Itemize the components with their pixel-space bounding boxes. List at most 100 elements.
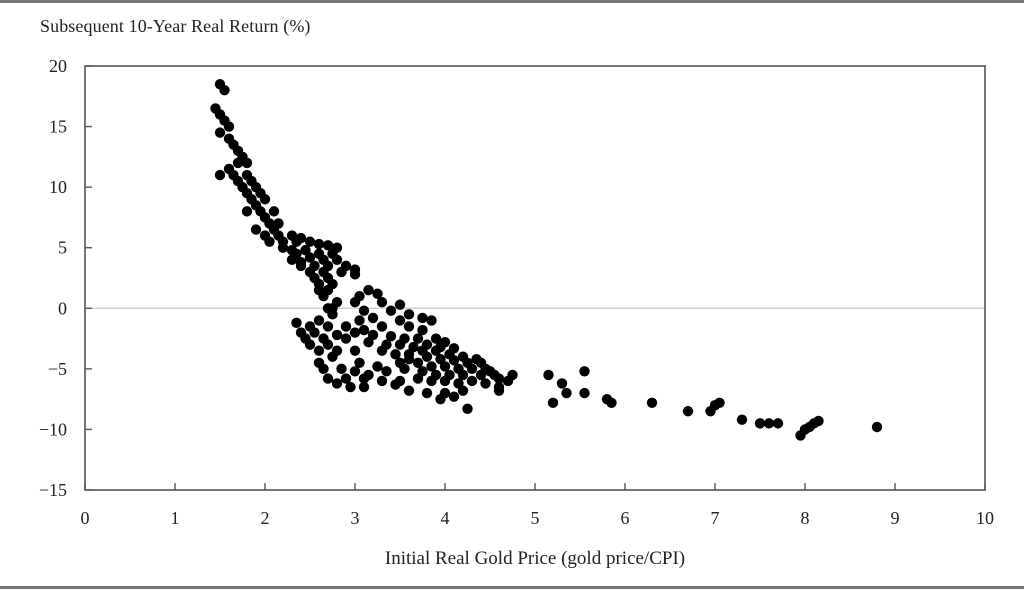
- data-point: [736, 414, 748, 425]
- top-rule: [0, 0, 1024, 3]
- data-point: [322, 240, 334, 251]
- data-point: [295, 232, 307, 244]
- data-point: [421, 351, 433, 362]
- data-point: [412, 373, 424, 384]
- data-point: [268, 206, 280, 217]
- data-point: [547, 397, 559, 408]
- data-point: [466, 363, 478, 375]
- data-point: [646, 397, 658, 408]
- data-point: [322, 373, 334, 384]
- data-point: [579, 366, 590, 377]
- data-point: [561, 387, 572, 399]
- data-point: [241, 206, 253, 217]
- x-tick-label: 5: [531, 508, 540, 528]
- data-point: [322, 321, 334, 332]
- data-point: [448, 391, 460, 402]
- data-point: [259, 194, 271, 205]
- data-point: [304, 252, 316, 263]
- x-tick-label: 3: [351, 508, 360, 528]
- data-point: [349, 327, 361, 338]
- data-point: [403, 385, 415, 396]
- data-point: [376, 345, 388, 356]
- data-point: [363, 284, 374, 296]
- data-point: [385, 330, 397, 342]
- data-point: [493, 385, 505, 396]
- data-point: [403, 321, 415, 332]
- data-point: [372, 361, 383, 372]
- data-point: [376, 321, 388, 332]
- data-point: [349, 345, 361, 356]
- data-point: [322, 339, 334, 350]
- data-point: [336, 266, 347, 278]
- data-point: [349, 366, 361, 377]
- x-tick-label: 4: [441, 508, 450, 528]
- y-tick-label: 0: [58, 298, 67, 318]
- data-point: [304, 339, 316, 350]
- data-point: [682, 406, 694, 417]
- data-point: [376, 375, 388, 387]
- data-point: [426, 315, 437, 326]
- data-point: [489, 369, 500, 381]
- data-point: [772, 418, 784, 429]
- data-point: [403, 309, 415, 320]
- data-point: [327, 309, 338, 320]
- x-tick-label: 7: [711, 508, 720, 528]
- data-point: [754, 418, 766, 429]
- x-tick-label: 10: [976, 508, 994, 528]
- data-point: [358, 373, 370, 384]
- data-point: [394, 299, 406, 310]
- data-point: [705, 406, 716, 417]
- data-point: [363, 337, 374, 348]
- data-point: [331, 254, 343, 266]
- data-point: [291, 317, 302, 329]
- y-axis-title: Subsequent 10-Year Real Return (%): [40, 16, 311, 36]
- x-tick-label: 2: [261, 508, 270, 528]
- data-point: [372, 288, 383, 299]
- data-point: [304, 236, 316, 247]
- data-point: [250, 224, 262, 235]
- data-point: [412, 333, 424, 344]
- y-tick-label: 15: [49, 117, 67, 137]
- data-point: [439, 361, 451, 372]
- data-point: [313, 315, 325, 326]
- x-tick-label: 9: [891, 508, 900, 528]
- data-point: [448, 355, 460, 366]
- data-point: [606, 397, 617, 408]
- y-tick-label: −10: [39, 419, 67, 439]
- data-point: [457, 369, 469, 381]
- data-point: [367, 312, 379, 324]
- data-point: [345, 381, 356, 393]
- data-point: [219, 85, 230, 96]
- data-point: [318, 290, 329, 302]
- data-point: [358, 305, 370, 316]
- data-point: [579, 387, 590, 399]
- x-tick-label: 8: [801, 508, 810, 528]
- data-point: [430, 333, 442, 344]
- data-point: [426, 375, 437, 387]
- data-point: [313, 345, 325, 356]
- data-point: [714, 397, 725, 408]
- data-point: [309, 327, 320, 338]
- data-point: [426, 361, 437, 372]
- data-point: [313, 238, 325, 250]
- data-point: [403, 353, 415, 365]
- data-point: [421, 387, 433, 399]
- data-point: [214, 127, 226, 138]
- data-point: [417, 324, 428, 336]
- data-point: [394, 315, 406, 326]
- data-point: [556, 378, 568, 389]
- data-point: [466, 375, 478, 387]
- data-point: [354, 315, 365, 326]
- y-tick-label: −15: [39, 480, 67, 500]
- y-tick-label: 20: [49, 56, 67, 76]
- data-point: [327, 351, 338, 362]
- data-point: [331, 329, 343, 341]
- data-point: [462, 403, 473, 415]
- data-point: [331, 378, 343, 389]
- x-tick-label: 0: [81, 508, 90, 528]
- data-point: [480, 378, 491, 389]
- y-tick-label: −5: [48, 359, 67, 379]
- data-point: [412, 357, 424, 368]
- data-point: [295, 260, 307, 272]
- data-point: [430, 345, 442, 356]
